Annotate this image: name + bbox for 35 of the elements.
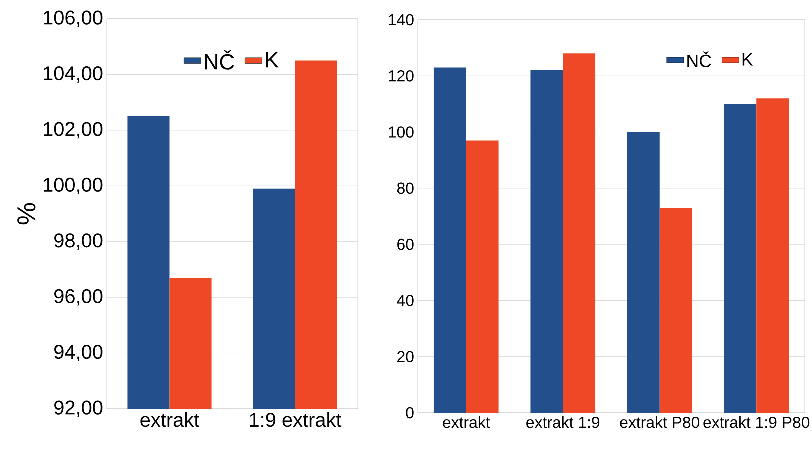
y-tick-label: 80 — [397, 182, 414, 194]
y-axis-title: % — [18, 203, 36, 225]
x-tick-label: 1:9 extrakt — [250, 412, 342, 428]
legend-label: K — [742, 53, 754, 66]
y-tick-label: 92,00 — [54, 400, 103, 418]
bar — [434, 68, 466, 413]
y-tick-label: 140 — [389, 14, 414, 26]
y-tick-label: 98,00 — [54, 234, 103, 250]
bar — [530, 70, 564, 413]
x-tick-label: extrakt — [140, 412, 200, 428]
y-tick-label: 100 — [389, 126, 414, 138]
y-tick-label: 20 — [398, 351, 414, 362]
y-tick-label: 102,00 — [44, 122, 103, 139]
y-tick-label: 120 — [389, 70, 414, 82]
y-tick-label: 94,00 — [54, 345, 103, 362]
y-tick-label: 104,00 — [44, 66, 103, 83]
legend-label: NČ — [205, 50, 234, 70]
bar — [724, 104, 757, 413]
y-tick-label: 96,00 — [54, 289, 103, 306]
bar — [627, 132, 660, 413]
bar — [563, 54, 596, 413]
legend-label: NČ — [688, 52, 712, 68]
bar — [466, 140, 499, 413]
bar — [756, 98, 790, 413]
y-tick-label: 106,00 — [44, 10, 103, 28]
y-tick-label: 40 — [397, 295, 414, 306]
bar — [660, 208, 692, 413]
x-tick-label: extrakt P80 — [620, 416, 700, 428]
x-tick-label: extrakt 1:9 — [526, 416, 600, 428]
legend-label: K — [266, 52, 279, 68]
x-tick-label: extrakt 1:9 P80 — [704, 416, 810, 428]
y-tick-label: 0 — [406, 407, 414, 419]
y-tick-label: 60 — [398, 238, 414, 250]
x-tick-label: extrakt — [443, 416, 490, 428]
y-tick-label: 100,00 — [44, 178, 103, 194]
